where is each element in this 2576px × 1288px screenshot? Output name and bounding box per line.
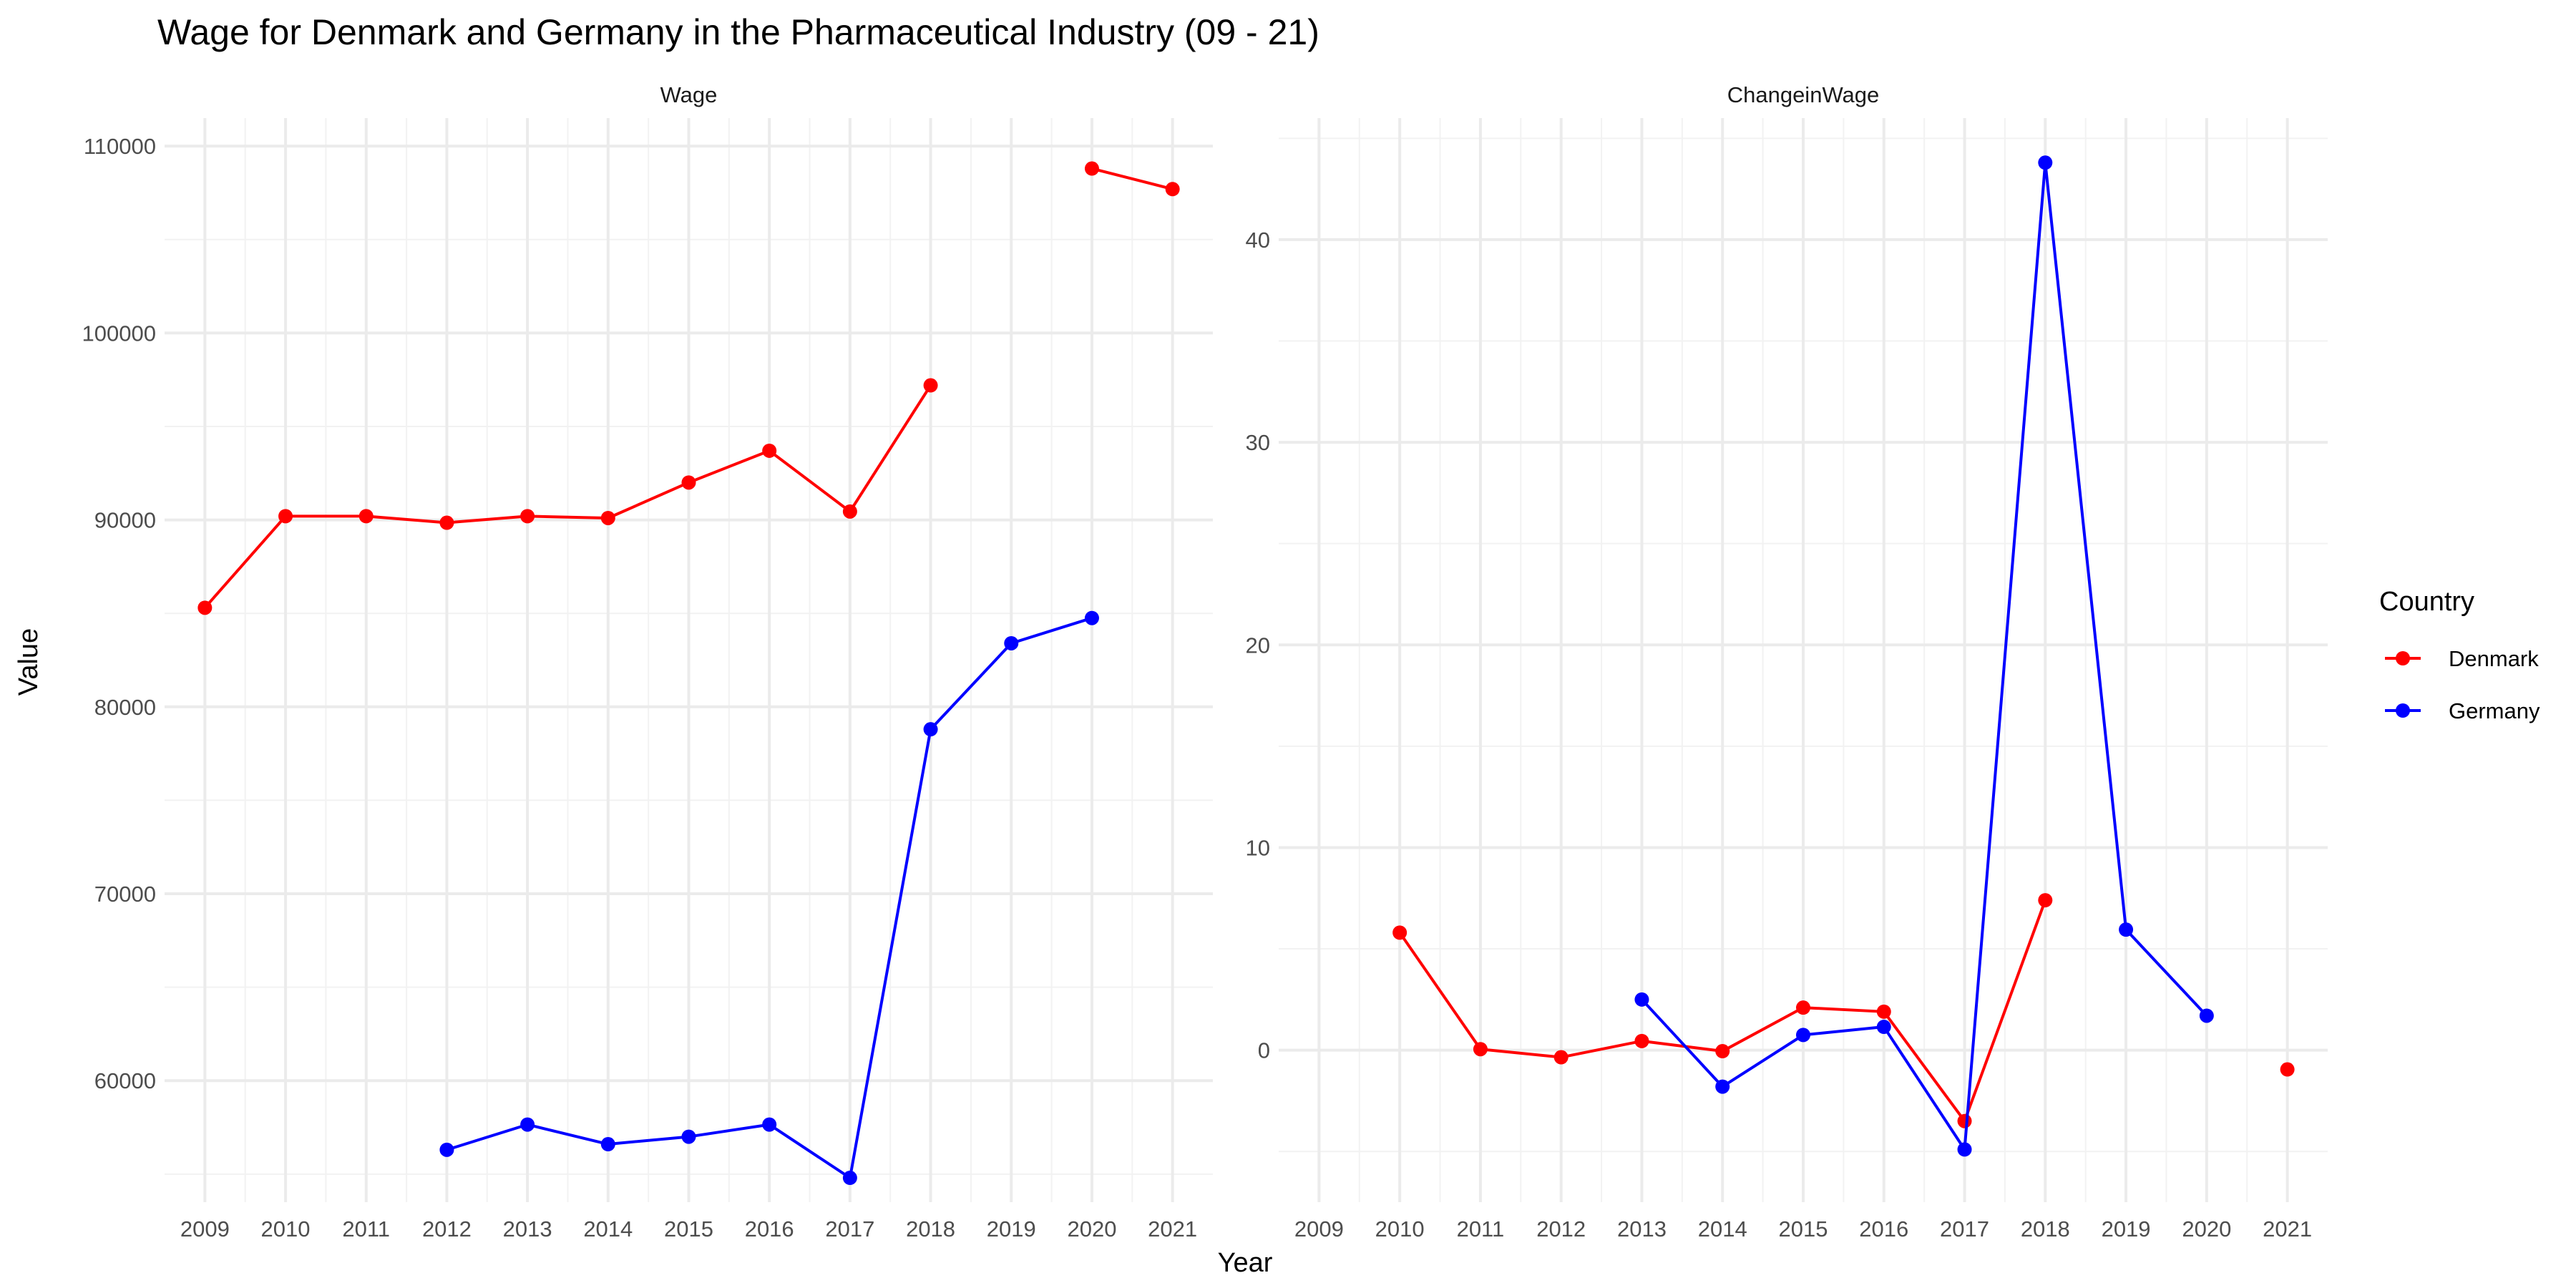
data-point-germany bbox=[1634, 992, 1649, 1007]
data-point-germany bbox=[439, 1142, 454, 1157]
x-tick-label: 2014 bbox=[583, 1216, 633, 1241]
data-point-germany bbox=[2038, 155, 2053, 170]
x-tick-label: 2012 bbox=[422, 1216, 472, 1241]
x-tick-label: 2020 bbox=[2182, 1216, 2231, 1241]
data-point-germany bbox=[2199, 1008, 2214, 1023]
y-tick-label: 110000 bbox=[84, 134, 156, 159]
x-tick-label: 2009 bbox=[1294, 1216, 1344, 1241]
data-point-denmark bbox=[1796, 1000, 1810, 1015]
data-point-germany bbox=[1876, 1020, 1891, 1035]
x-tick-label: 2010 bbox=[261, 1216, 311, 1241]
legend-key-point-germany bbox=[2396, 703, 2410, 718]
x-tick-label: 2009 bbox=[180, 1216, 230, 1241]
y-tick-label: 100000 bbox=[82, 321, 156, 346]
data-point-denmark bbox=[1165, 182, 1180, 197]
data-point-denmark bbox=[923, 378, 938, 393]
legend-label-denmark: Denmark bbox=[2449, 646, 2539, 671]
x-tick-label: 2011 bbox=[342, 1216, 390, 1241]
y-tick-label: 0 bbox=[1258, 1038, 1270, 1063]
x-tick-label: 2021 bbox=[1148, 1216, 1197, 1241]
x-tick-label: 2017 bbox=[1940, 1216, 1989, 1241]
data-point-germany bbox=[681, 1129, 696, 1144]
series-line-denmark bbox=[1091, 167, 1174, 191]
data-point-denmark bbox=[1473, 1042, 1488, 1057]
legend-label-germany: Germany bbox=[2449, 698, 2540, 723]
y-tick-label: 40 bbox=[1246, 228, 1270, 253]
y-tick-label: 10 bbox=[1246, 835, 1270, 860]
legend-title: Country bbox=[2379, 587, 2474, 617]
data-point-denmark bbox=[842, 504, 857, 519]
data-point-germany bbox=[762, 1117, 777, 1132]
data-point-denmark bbox=[1084, 161, 1099, 176]
data-point-denmark bbox=[1553, 1050, 1568, 1065]
series-line-germany bbox=[1640, 161, 2208, 1151]
panel-strip-changeinwage: ChangeinWage bbox=[1727, 82, 1880, 107]
data-point-germany bbox=[1004, 635, 1019, 650]
data-point-denmark bbox=[762, 443, 777, 458]
x-tick-label: 2016 bbox=[1859, 1216, 1908, 1241]
series-line-denmark bbox=[203, 384, 932, 609]
panel-wage: 60000 70000 80000 90000 100000 110000 2009 2010… bbox=[82, 118, 1213, 1241]
x-tick-label: 2012 bbox=[1536, 1216, 1586, 1241]
data-point-denmark bbox=[1876, 1004, 1891, 1019]
data-point-germany bbox=[923, 722, 938, 737]
data-point-germany bbox=[600, 1137, 615, 1152]
x-tick-label: 2014 bbox=[1698, 1216, 1747, 1241]
data-point-germany bbox=[1796, 1028, 1810, 1043]
data-point-denmark bbox=[2038, 893, 2053, 908]
legend: Country Denmark Germany bbox=[2379, 587, 2540, 723]
data-point-denmark bbox=[600, 510, 615, 525]
x-tick-label: 2010 bbox=[1375, 1216, 1425, 1241]
data-point-denmark bbox=[358, 509, 374, 524]
data-point-germany bbox=[520, 1117, 535, 1132]
data-point-denmark bbox=[1957, 1113, 1972, 1128]
x-tick-label: 2019 bbox=[2102, 1216, 2151, 1241]
data-point-germany bbox=[1957, 1142, 1972, 1157]
chart-title: Wage for Denmark and Germany in the Phar… bbox=[157, 12, 1319, 52]
y-tick-label: 60000 bbox=[94, 1068, 156, 1093]
y-axis-title: Value bbox=[14, 628, 44, 696]
data-point-germany bbox=[1715, 1079, 1730, 1094]
data-point-germany bbox=[842, 1171, 857, 1186]
y-tick-label: 20 bbox=[1246, 633, 1270, 658]
x-tick-label: 2018 bbox=[906, 1216, 955, 1241]
y-tick-label: 30 bbox=[1246, 430, 1270, 455]
x-tick-label: 2013 bbox=[1617, 1216, 1667, 1241]
data-point-denmark bbox=[520, 509, 535, 524]
x-tick-label: 2016 bbox=[745, 1216, 794, 1241]
y-tick-label: 80000 bbox=[94, 695, 156, 720]
x-tick-label: 2018 bbox=[2021, 1216, 2070, 1241]
data-point-denmark bbox=[681, 475, 696, 490]
x-tick-label: 2019 bbox=[987, 1216, 1036, 1241]
x-tick-label: 2011 bbox=[1457, 1216, 1505, 1241]
x-tick-label: 2021 bbox=[2263, 1216, 2312, 1241]
data-point-denmark bbox=[278, 509, 293, 524]
x-tick-label: 2015 bbox=[1779, 1216, 1828, 1241]
legend-key-point-denmark bbox=[2396, 651, 2410, 665]
data-point-germany bbox=[1084, 610, 1099, 625]
x-tick-label: 2020 bbox=[1067, 1216, 1116, 1241]
data-point-denmark bbox=[1634, 1033, 1649, 1048]
data-point-denmark bbox=[439, 515, 454, 530]
y-tick-label: 70000 bbox=[94, 882, 156, 907]
x-tick-label: 2013 bbox=[503, 1216, 552, 1241]
x-tick-label: 2017 bbox=[825, 1216, 874, 1241]
panel-changeinwage: 0 10 20 30 40 2009 2010 2011 2012 2013 2014 2015 201… bbox=[1246, 118, 2328, 1241]
x-tick-label: 2015 bbox=[664, 1216, 713, 1241]
y-tick-label: 90000 bbox=[94, 508, 156, 533]
panel-strip-wage: Wage bbox=[660, 82, 718, 107]
data-point-denmark bbox=[1392, 925, 1407, 940]
data-point-denmark bbox=[2280, 1062, 2295, 1077]
x-axis-title: Year bbox=[1218, 1248, 1273, 1278]
data-point-denmark bbox=[197, 600, 213, 615]
data-point-germany bbox=[2119, 922, 2134, 937]
data-point-denmark bbox=[1715, 1044, 1730, 1059]
